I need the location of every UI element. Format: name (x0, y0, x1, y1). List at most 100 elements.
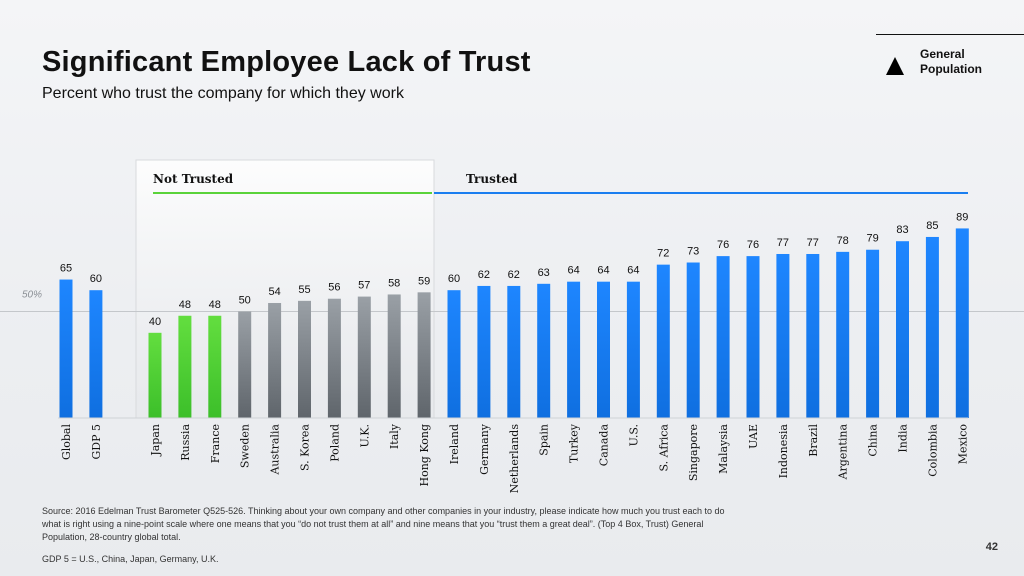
data-label: 78 (837, 235, 849, 247)
category-label: Hong Kong (418, 424, 431, 487)
bar (178, 315, 192, 418)
bar (298, 300, 311, 418)
category-label: Sweden (239, 424, 252, 468)
bar (327, 298, 341, 418)
bar (955, 228, 969, 418)
bar (507, 285, 521, 418)
category-label: Spain (538, 424, 551, 456)
bar (89, 290, 103, 418)
data-label: 64 (627, 265, 639, 277)
category-label: Italy (388, 423, 401, 449)
bar (626, 281, 640, 418)
data-label: 60 (448, 273, 460, 285)
page-number: 42 (985, 541, 998, 553)
data-label: 72 (657, 248, 669, 260)
bar (746, 256, 760, 418)
category-label: Poland (328, 424, 341, 462)
bar (238, 311, 252, 418)
category-label: Japan (149, 424, 162, 457)
data-label: 55 (298, 284, 310, 296)
data-label: 40 (149, 316, 161, 328)
data-label: 62 (508, 269, 520, 281)
category-label: UAE (747, 424, 760, 449)
bar (387, 294, 401, 418)
group-label-trusted: Trusted (466, 172, 518, 186)
category-label: S. Korea (299, 424, 312, 471)
category-label: Ireland (448, 424, 461, 464)
category-label: France (209, 424, 222, 463)
data-label: 73 (687, 246, 699, 258)
trust-bar-chart: Not Trusted Trusted 50% 65 Global 60 GDP 5 40… (0, 159, 1024, 494)
data-label: 54 (268, 286, 280, 298)
gdp-note: GDP 5 = U.S., China, Japan, Germany, U.K… (42, 554, 219, 564)
category-label: Mexico (956, 424, 969, 465)
bar (836, 251, 850, 418)
data-label: 60 (90, 273, 102, 285)
source-note: Source: 2016 Edelman Trust Barometer Q52… (42, 506, 725, 542)
data-label: 58 (388, 277, 400, 289)
category-label: Russia (179, 424, 192, 461)
category-label: Germany (478, 423, 491, 475)
bar (357, 296, 371, 418)
data-label: 77 (807, 237, 819, 249)
bar (597, 281, 610, 418)
category-label: India (897, 424, 910, 453)
data-label: 63 (538, 267, 550, 279)
data-label: 64 (567, 265, 579, 277)
category-label: Brazil (807, 424, 820, 457)
bar (537, 283, 551, 418)
data-label: 77 (777, 237, 789, 249)
bar (477, 285, 491, 418)
bar (866, 249, 880, 418)
data-label: 62 (478, 269, 490, 281)
category-label: Indonesia (777, 424, 790, 479)
triangle-icon (886, 57, 904, 75)
data-label: 64 (597, 265, 609, 277)
category-label: S. Africa (657, 424, 670, 472)
bar (59, 279, 73, 418)
bar (806, 253, 820, 418)
category-label: U.S. (627, 424, 640, 446)
data-label: 50 (239, 295, 251, 307)
category-label: Canada (598, 424, 611, 467)
category-label: China (867, 424, 880, 457)
bar (716, 256, 730, 418)
data-label: 89 (956, 211, 968, 223)
group-label-not-trusted: Not Trusted (153, 172, 234, 186)
bar (567, 281, 581, 418)
data-label: 76 (717, 239, 729, 251)
bar (925, 236, 939, 418)
bar (686, 262, 700, 418)
bar (148, 332, 162, 418)
data-label: 83 (896, 224, 908, 236)
page-title: Significant Employee Lack of Trust (42, 46, 531, 78)
data-label: 76 (747, 239, 759, 251)
bar (208, 315, 222, 418)
data-label: 56 (328, 282, 340, 294)
category-label: Singapore (687, 424, 700, 481)
bar (776, 253, 790, 418)
legend: General Population (876, 34, 1024, 76)
data-label: 48 (179, 299, 191, 311)
data-label: 59 (418, 275, 430, 287)
category-label: Argentina (837, 424, 850, 481)
category-label: Australia (269, 424, 282, 476)
category-label: Malaysia (717, 424, 730, 474)
bar (656, 264, 670, 418)
category-label: Colombia (926, 424, 939, 477)
category-label: Global (60, 424, 73, 461)
category-label: U.K. (358, 424, 371, 447)
data-label: 85 (926, 220, 938, 232)
bar (268, 302, 282, 418)
data-label: 79 (866, 233, 878, 245)
page-subtitle: Percent who trust the company for which … (42, 85, 404, 102)
reference-line-label: 50% (22, 290, 42, 301)
bar (896, 241, 909, 418)
data-label: 48 (209, 299, 221, 311)
category-label: Turkey (568, 423, 581, 463)
bar (417, 292, 431, 418)
category-label: Netherlands (508, 424, 521, 494)
data-label: 65 (60, 263, 72, 275)
legend-label: General Population (920, 47, 982, 76)
category-label: GDP 5 (90, 424, 103, 460)
